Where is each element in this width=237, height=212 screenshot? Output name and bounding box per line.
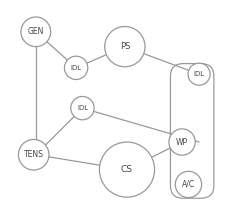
Text: CS: CS: [121, 165, 133, 174]
Text: TENS: TENS: [24, 150, 44, 159]
Circle shape: [71, 96, 94, 120]
Text: WP: WP: [176, 138, 188, 146]
Circle shape: [18, 139, 49, 170]
Circle shape: [21, 17, 51, 47]
Text: PS: PS: [120, 42, 130, 51]
Circle shape: [105, 26, 145, 67]
Text: A/C: A/C: [182, 180, 195, 189]
Circle shape: [175, 171, 202, 198]
Text: GEN: GEN: [28, 27, 44, 36]
Circle shape: [188, 63, 210, 85]
Text: IDL: IDL: [193, 71, 205, 77]
Circle shape: [99, 142, 155, 197]
Circle shape: [64, 56, 88, 80]
Text: IDL: IDL: [71, 65, 82, 71]
Text: IDL: IDL: [77, 105, 88, 111]
Circle shape: [169, 129, 195, 155]
